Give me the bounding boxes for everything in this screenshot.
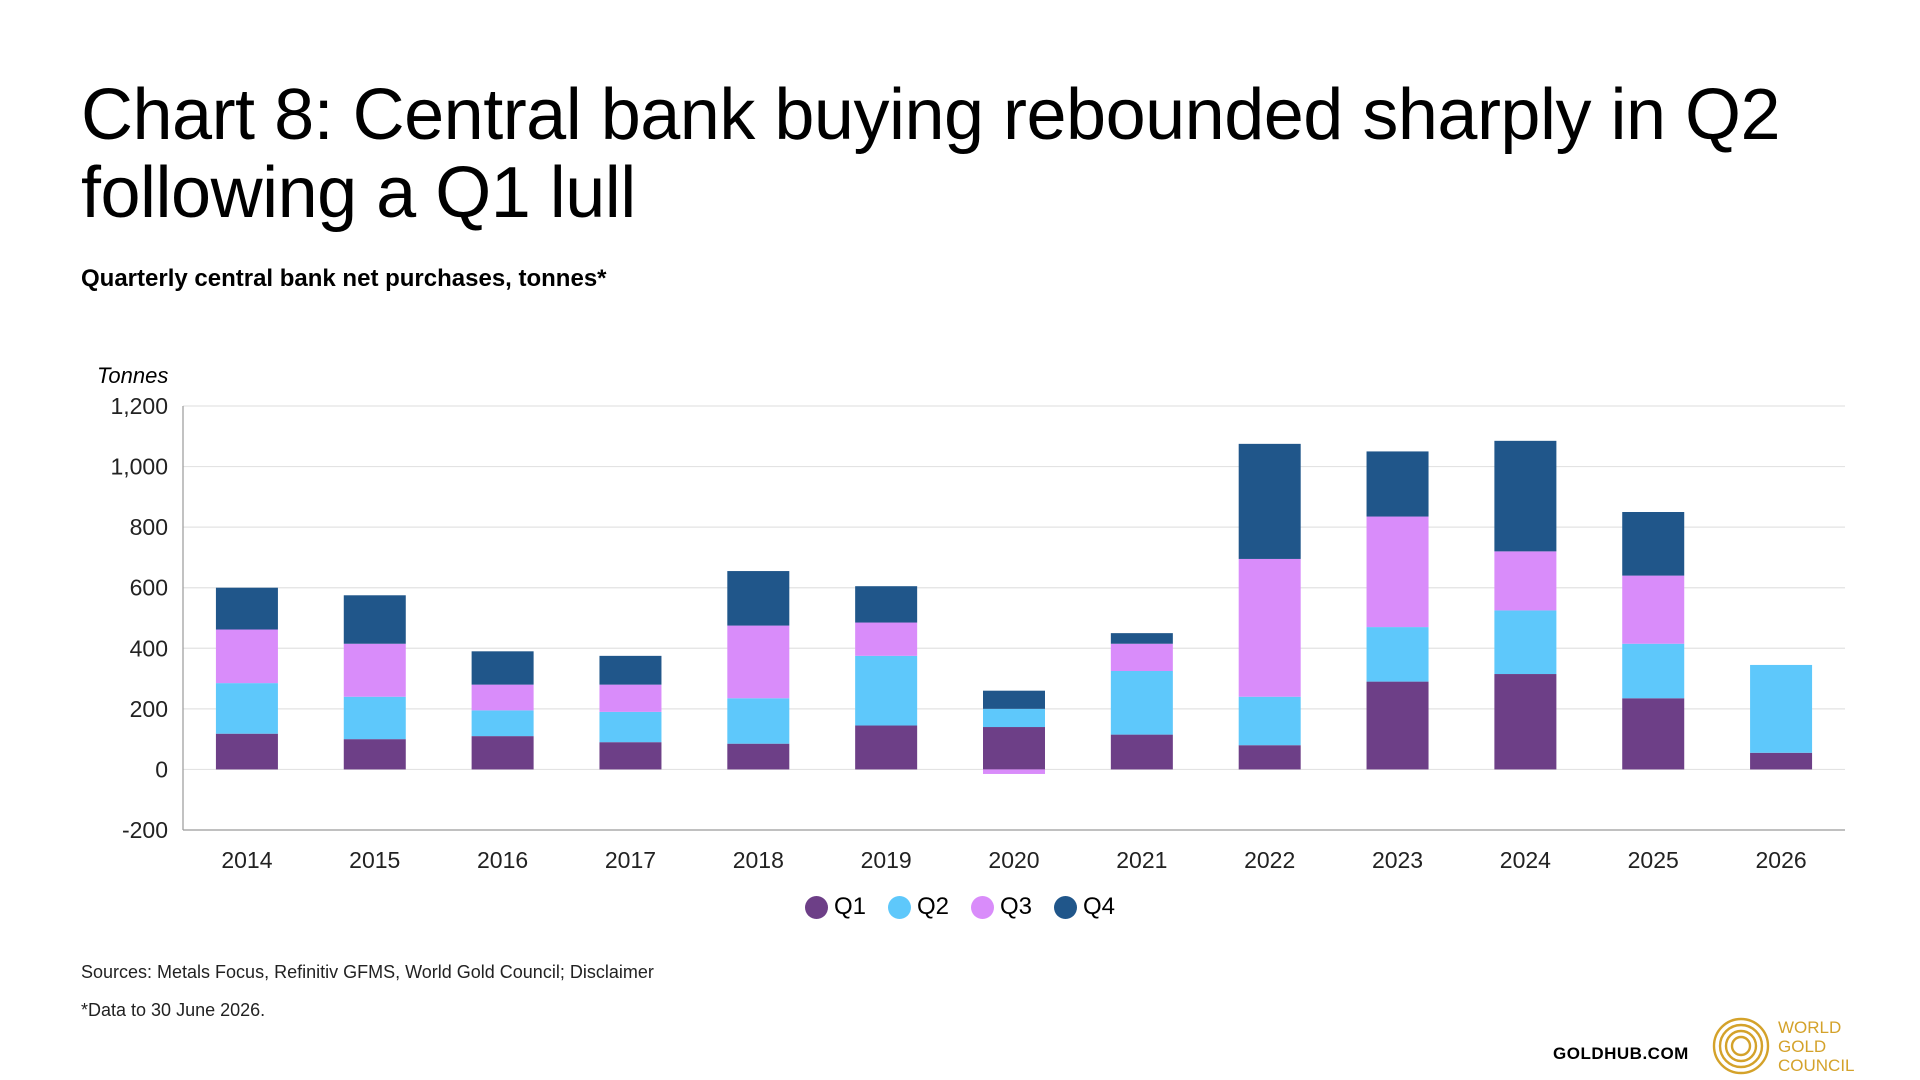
bar-segment-q2-2018	[727, 698, 790, 744]
bar-segment-q2-2024	[1494, 610, 1557, 675]
bar-segment-q4-2018	[727, 571, 790, 626]
legend-label: Q1	[833, 893, 866, 920]
bar-segment-q1-2016	[471, 736, 534, 770]
x-tick-label: 2023	[1372, 847, 1423, 873]
bar-segment-q4-2017	[599, 655, 662, 685]
x-tick-label: 2015	[349, 847, 400, 873]
y-axis-label: Tonnes	[97, 363, 168, 388]
bar-segment-q2-2021	[1110, 671, 1173, 735]
bar-segment-q2-2016	[471, 710, 534, 737]
bar-segment-q1-2021	[1110, 734, 1173, 770]
bar-segment-q3-2021	[1110, 643, 1173, 671]
title-line-2: following a Q1 lull	[81, 153, 636, 233]
bar-segment-q3-2014	[215, 629, 278, 684]
bar-segment-q1-2018	[727, 743, 790, 770]
bar-segment-q1-2026	[1750, 752, 1813, 770]
bar-segment-q4-2015	[343, 595, 406, 644]
legend-item-q3: Q3	[971, 893, 1032, 921]
legend-swatch	[1054, 895, 1078, 919]
bar-segment-q2-2022	[1238, 696, 1301, 746]
y-tick-label: 200	[130, 696, 168, 722]
bar-segment-q2-2020	[983, 708, 1045, 728]
bar-segment-q4-2024	[1494, 440, 1557, 552]
bar-segment-q3-2017	[599, 684, 662, 712]
legend-item-q2: Q2	[887, 893, 949, 921]
title-line-1: Chart 8: Central bank buying rebounded s…	[81, 75, 1781, 155]
chart-subtitle: Quarterly central bank net purchases, to…	[81, 265, 607, 292]
bar-segment-q2-2017	[599, 711, 662, 743]
logo-line-2: GOLD	[1778, 1036, 1827, 1056]
bar-segment-q1-2020	[983, 727, 1045, 770]
x-tick-label: 2019	[861, 847, 912, 873]
logo-wordmark: WORLD GOLD COUNCIL	[1778, 1018, 1855, 1075]
bar-segment-q3-2023	[1366, 516, 1429, 628]
bar-segment-q3-2015	[343, 643, 406, 697]
x-tick-label: 2022	[1244, 847, 1295, 873]
x-tick-label: 2016	[477, 847, 528, 873]
bar-segment-q2-2019	[855, 655, 918, 726]
bar-segment-q1-2017	[599, 742, 662, 770]
bar-segment-q1-2023	[1366, 681, 1429, 770]
legend-swatch	[971, 895, 994, 919]
chart-legend: Q1 Q2 Q3 Q4	[0, 893, 1920, 921]
legend-label: Q4	[1083, 893, 1116, 920]
bar-segment-q1-2019	[855, 725, 918, 770]
y-tick-label: 600	[130, 575, 168, 601]
legend-label: Q2	[916, 893, 949, 920]
bar-segment-q4-2020	[983, 690, 1045, 709]
bar-segment-q2-2023	[1366, 627, 1429, 682]
bar-segment-q3-2024	[1494, 551, 1557, 611]
bar-segment-q3-2016	[471, 684, 534, 711]
bar-segment-q3-2022	[1238, 558, 1301, 697]
gold-rings-icon	[1712, 1017, 1770, 1075]
bar-segment-q3-2020	[983, 769, 1045, 774]
bar-segment-q4-2019	[855, 586, 918, 623]
x-tick-label: 2024	[1500, 847, 1551, 873]
x-tick-label: 2026	[1755, 847, 1806, 873]
legend-item-q1: Q1	[804, 893, 866, 921]
y-tick-label: -200	[122, 817, 168, 843]
bar-segment-q1-2025	[1622, 698, 1685, 770]
y-tick-label: 400	[130, 635, 168, 661]
bar-segment-q2-2014	[215, 683, 278, 734]
y-tick-label: 0	[155, 756, 168, 782]
x-tick-label: 2018	[733, 847, 784, 873]
page-title: Chart 8: Central bank buying rebounded s…	[81, 76, 1841, 232]
bar-segment-q2-2015	[343, 696, 406, 740]
data-note-footnote: *Data to 30 June 2026.	[81, 1000, 266, 1020]
goldhub-link[interactable]: GOLDHUB.COM	[1553, 1044, 1689, 1063]
bar-segment-q1-2014	[215, 733, 278, 770]
x-tick-label: 2014	[221, 847, 272, 873]
bar-segment-q1-2022	[1238, 745, 1301, 770]
legend-swatch	[887, 895, 911, 919]
bar-segment-q2-2025	[1622, 643, 1685, 699]
bar-segment-q2-2026	[1750, 664, 1813, 753]
x-tick-label: 2017	[605, 847, 656, 873]
bar-segment-q1-2015	[343, 739, 406, 770]
world-gold-council-logo: WORLD GOLD COUNCIL	[1712, 1017, 1855, 1075]
stacked-bar-chart: -200 0 200 400 600 800 1,000 1,200 Tonnes 2014 201…	[97, 363, 1845, 873]
legend-swatch	[804, 895, 828, 919]
bar-segment-q3-2018	[727, 625, 790, 699]
bar-segment-q4-2016	[471, 651, 534, 685]
x-tick-label: 2021	[1116, 847, 1167, 873]
y-tick-label: 1,200	[110, 393, 168, 419]
x-tick-label: 2025	[1628, 847, 1679, 873]
y-tick-label: 1,000	[110, 454, 168, 480]
bar-segment-q4-2014	[215, 587, 278, 630]
bar-segment-q3-2025	[1622, 575, 1685, 644]
sources-footnote: Sources: Metals Focus, Refinitiv GFMS, W…	[81, 962, 654, 982]
legend-item-q4: Q4	[1054, 893, 1115, 921]
y-tick-label: 800	[130, 514, 168, 540]
bar-segment-q4-2021	[1110, 633, 1173, 644]
bar-segment-q1-2024	[1494, 674, 1557, 770]
bar-segment-q4-2025	[1622, 512, 1685, 576]
logo-line-1: WORLD	[1778, 1017, 1842, 1037]
bar-segment-q4-2023	[1366, 451, 1429, 517]
x-tick-label: 2020	[988, 847, 1039, 873]
logo-line-3: COUNCIL	[1778, 1055, 1855, 1075]
bar-segment-q3-2019	[855, 622, 918, 656]
bar-segment-q4-2022	[1238, 443, 1301, 559]
legend-label: Q3	[1000, 893, 1033, 920]
